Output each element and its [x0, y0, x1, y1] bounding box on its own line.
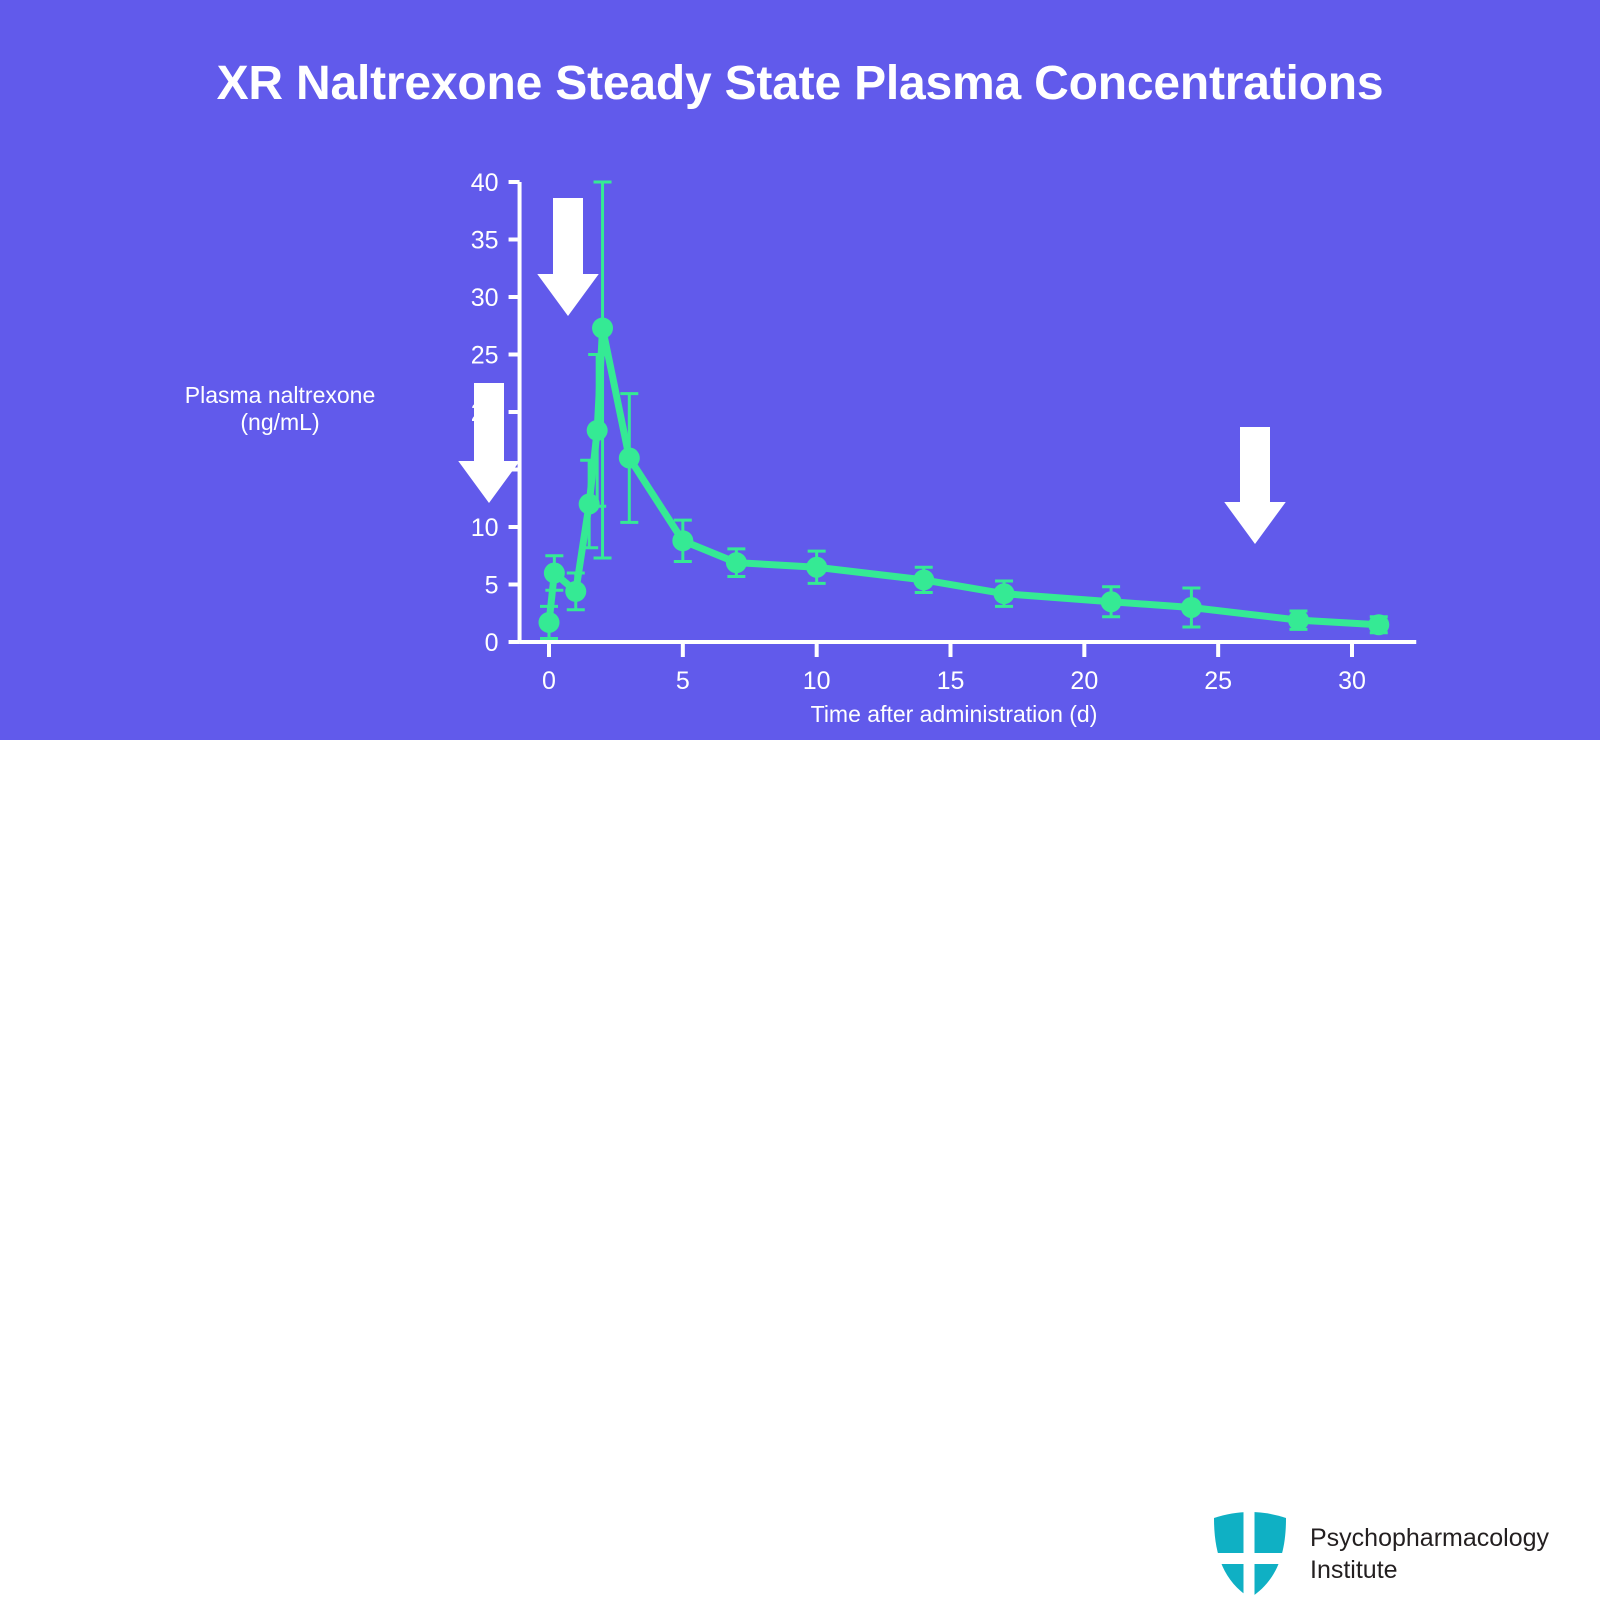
y-axis-title: Plasma naltrexone (ng/mL): [150, 382, 410, 436]
x-axis-tick-label: 30: [1338, 667, 1366, 695]
data-point-marker: [725, 552, 747, 574]
brand-logo-block: Psychopharmacology Institute: [1212, 1508, 1549, 1600]
y-axis-tick-label: 0: [485, 629, 499, 657]
data-point-marker: [913, 569, 935, 591]
chart-figure: 0510152025303540051015202530 Time after …: [0, 0, 1600, 740]
data-point-marker: [1100, 591, 1122, 613]
x-axis-title: Time after administration (d): [811, 701, 1098, 727]
page-title: XR Naltrexone Steady State Plasma Concen…: [216, 57, 1384, 110]
series-line: [545, 324, 1383, 629]
data-point-marker: [1180, 597, 1202, 618]
y-axis-tick-label: 40: [471, 169, 499, 197]
data-point-marker: [672, 530, 694, 552]
data-point-marker: [1368, 614, 1390, 636]
y-axis-tick-label: 10: [471, 514, 499, 542]
data-point-marker: [578, 493, 600, 515]
arrow-next-dose-due: [1224, 427, 1286, 544]
y-axis-title-line1: Plasma naltrexone: [184, 382, 376, 408]
chart-line-series: [545, 324, 1383, 629]
data-point-marker: [993, 583, 1015, 605]
chart-svg: 0510152025303540051015202530 Time after …: [458, 169, 1417, 727]
slide-footer-panel: Psychopharmacology Institute: [0, 740, 1600, 1598]
arrow-absorption-phase: [458, 383, 520, 503]
data-point-marker: [586, 419, 608, 441]
chart-annotation-arrows: [458, 198, 1286, 544]
chart-data-point-markers: [538, 317, 1390, 636]
chart-error-bars: [540, 180, 1388, 641]
y-axis-tick-label: 35: [471, 227, 499, 255]
x-axis-tick-label: 20: [1070, 667, 1098, 695]
x-axis-tick-label: 15: [937, 667, 965, 695]
arrow-dose-injection: [537, 198, 599, 316]
y-axis-tick-label: 30: [471, 284, 499, 312]
y-axis-tick-label: 5: [485, 572, 499, 600]
y-axis-title-line2: (ng/mL): [240, 409, 320, 436]
data-point-marker: [618, 447, 640, 469]
x-axis-tick-label: 25: [1204, 667, 1232, 695]
data-point-marker: [565, 580, 587, 602]
x-axis-tick-label: 0: [542, 667, 556, 695]
data-point-marker: [1287, 609, 1309, 631]
shield-cross-icon: [1212, 1512, 1288, 1598]
data-point-marker: [592, 317, 614, 339]
brand-name-line1: Psychopharmacology: [1310, 1523, 1550, 1552]
x-axis-tick-label: 10: [803, 667, 831, 695]
slide-body-panel: [0, 0, 1600, 740]
y-axis-tick-label: 25: [471, 342, 499, 370]
data-point-marker: [538, 611, 560, 633]
data-point-marker: [806, 556, 828, 578]
data-point-marker: [543, 562, 565, 584]
x-axis-tick-label: 5: [676, 667, 690, 695]
brand-name: Psychopharmacology Institute: [1310, 1522, 1549, 1587]
brand-name-line2: Institute: [1310, 1556, 1398, 1584]
